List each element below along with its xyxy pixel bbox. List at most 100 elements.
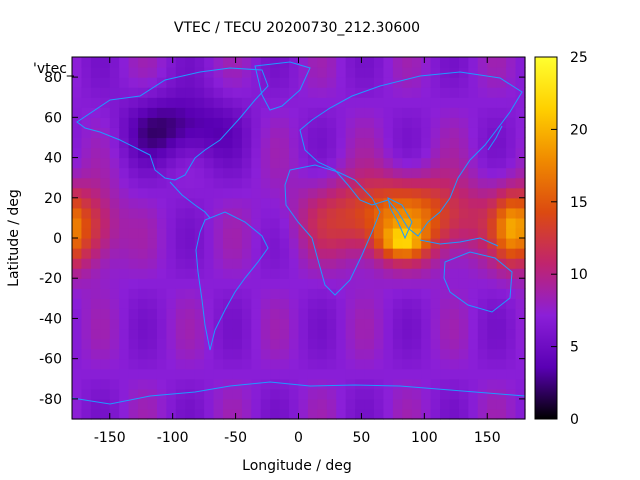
- heatmap-cell: [100, 408, 111, 420]
- heatmap-cell: [440, 388, 451, 400]
- heatmap-cell: [72, 358, 83, 370]
- heatmap-cell: [458, 238, 469, 249]
- heatmap-cell: [421, 57, 432, 68]
- heatmap-cell: [119, 318, 130, 330]
- heatmap-cell: [185, 137, 196, 149]
- heatmap-cell: [317, 368, 328, 380]
- heatmap-cell: [364, 217, 375, 229]
- heatmap-cell: [166, 227, 177, 239]
- heatmap-cell: [477, 217, 488, 229]
- heatmap-cell: [100, 57, 111, 68]
- heatmap-cell: [279, 157, 290, 169]
- heatmap-cell: [307, 127, 318, 139]
- heatmap-cell: [515, 67, 526, 78]
- heatmap-cell: [260, 278, 271, 289]
- heatmap-cell: [458, 278, 469, 289]
- heatmap-cell: [487, 248, 498, 259]
- heatmap-cell: [260, 338, 271, 350]
- heatmap-cell: [223, 227, 234, 239]
- heatmap-cell: [270, 408, 281, 420]
- heatmap-cell: [458, 398, 469, 410]
- heatmap-cell: [440, 187, 451, 199]
- heatmap-cell: [506, 388, 517, 400]
- heatmap-cell: [81, 217, 92, 229]
- heatmap-cell: [355, 57, 366, 68]
- heatmap-cell: [119, 398, 130, 410]
- heatmap-cell: [175, 227, 186, 239]
- heatmap-cell: [260, 167, 271, 179]
- heatmap-cell: [166, 57, 177, 68]
- heatmap-cell: [421, 227, 432, 239]
- heatmap-cell: [411, 227, 422, 239]
- heatmap-cell: [289, 217, 300, 229]
- heatmap-cell: [298, 368, 309, 380]
- heatmap-cell: [175, 87, 186, 98]
- heatmap-cell: [147, 147, 158, 159]
- heatmap-cell: [487, 348, 498, 360]
- heatmap-cell: [392, 408, 403, 420]
- heatmap-cell: [345, 227, 356, 239]
- heatmap-cell: [383, 308, 394, 320]
- heatmap-cell: [477, 197, 488, 209]
- heatmap-cell: [298, 177, 309, 189]
- heatmap-cell: [109, 388, 120, 400]
- heatmap-cell: [119, 177, 130, 189]
- heatmap-cell: [270, 207, 281, 219]
- heatmap-cell: [468, 288, 479, 299]
- heatmap-cell: [307, 278, 318, 289]
- heatmap-cell: [383, 248, 394, 259]
- heatmap-cell: [156, 137, 167, 149]
- heatmap-cell: [185, 258, 196, 269]
- heatmap-cell: [213, 157, 224, 169]
- heatmap-cell: [383, 107, 394, 118]
- heatmap-cell: [392, 117, 403, 128]
- heatmap-cell: [440, 378, 451, 390]
- heatmap-cell: [213, 217, 224, 229]
- heatmap-cell: [402, 288, 413, 299]
- heatmap-cell: [109, 177, 120, 189]
- heatmap-cell: [364, 117, 375, 128]
- heatmap-cell: [411, 288, 422, 299]
- heatmap-cell: [374, 187, 385, 199]
- heatmap-cell: [128, 107, 139, 118]
- heatmap-cell: [449, 57, 460, 68]
- heatmap-cell: [166, 197, 177, 209]
- heatmap-cell: [289, 177, 300, 189]
- heatmap-cell: [175, 97, 186, 108]
- heatmap-cell: [515, 288, 526, 299]
- x-tick-label: 50: [353, 430, 371, 446]
- heatmap-cell: [411, 368, 422, 380]
- heatmap-cell: [515, 137, 526, 149]
- heatmap-cell: [326, 388, 337, 400]
- heatmap-cell: [119, 127, 130, 139]
- heatmap-cell: [326, 87, 337, 98]
- heatmap-cell: [421, 87, 432, 98]
- heatmap-cell: [175, 388, 186, 400]
- heatmap-cell: [345, 107, 356, 118]
- heatmap-cell: [468, 147, 479, 159]
- heatmap-cell: [270, 127, 281, 139]
- heatmap-cell: [213, 238, 224, 249]
- heatmap-cell: [260, 157, 271, 169]
- heatmap-cell: [223, 248, 234, 259]
- heatmap-cell: [336, 298, 347, 309]
- heatmap-cell: [468, 238, 479, 249]
- heatmap-cell: [307, 77, 318, 88]
- heatmap-cell: [81, 248, 92, 259]
- heatmap-cell: [430, 207, 441, 219]
- heatmap-cell: [402, 177, 413, 189]
- heatmap-cell: [468, 67, 479, 78]
- heatmap-cell: [251, 318, 262, 330]
- heatmap-cell: [72, 137, 83, 149]
- heatmap-cell: [90, 248, 101, 259]
- heatmap-cell: [289, 117, 300, 128]
- heatmap-cell: [128, 117, 139, 128]
- heatmap-cell: [138, 217, 149, 229]
- heatmap-cell: [194, 408, 205, 420]
- heatmap-cell: [345, 67, 356, 78]
- heatmap-cell: [326, 358, 337, 370]
- heatmap-cell: [421, 358, 432, 370]
- heatmap-cell: [204, 398, 215, 410]
- heatmap-cell: [156, 408, 167, 420]
- heatmap-cell: [458, 338, 469, 350]
